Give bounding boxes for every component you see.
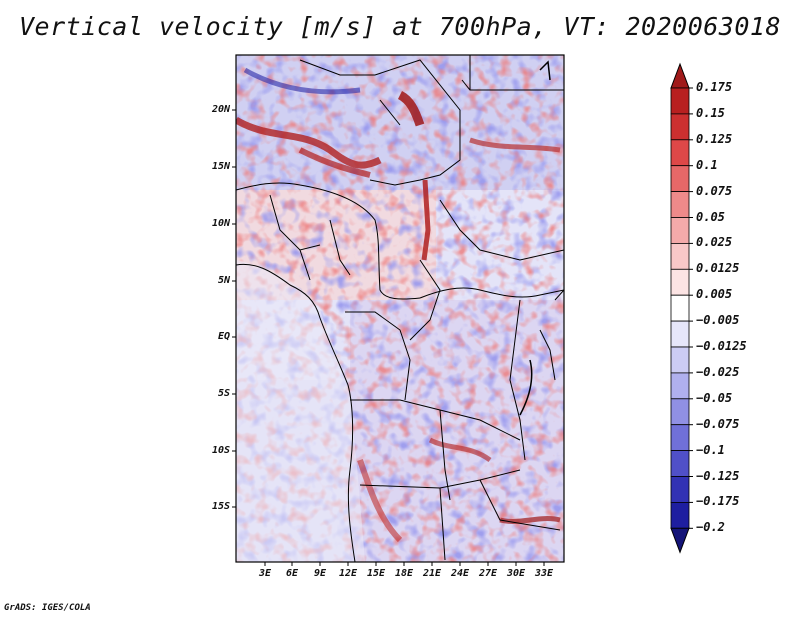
lon-label-33e: 33E	[534, 568, 554, 579]
colorbar-level-label: 0.025	[696, 235, 733, 250]
colorbar-level-label: −0.005	[696, 313, 740, 328]
colorbar-level-label: −0.125	[696, 468, 740, 483]
lon-label-24e: 24E	[450, 568, 470, 579]
colorbar-level-label: 0.15	[696, 105, 725, 120]
colorbar-level-label: −0.025	[696, 364, 740, 379]
colorbar-swatch	[670, 372, 690, 400]
colorbar-swatch	[670, 268, 690, 296]
footer-credit: GrADS: IGES/COLA	[4, 603, 91, 613]
colorbar-level-label: 0.075	[696, 183, 733, 198]
colorbar-swatch	[670, 165, 690, 192]
colorbar-level-label: −0.075	[696, 416, 740, 431]
map-ticks	[232, 109, 545, 566]
colorbar-swatch	[670, 139, 690, 167]
colorbar-swatch	[670, 113, 690, 141]
colorbar-arrow-top	[670, 62, 690, 89]
colorbar-swatch	[670, 294, 690, 322]
colorbar	[670, 62, 693, 554]
colorbar-level-label: 0.125	[696, 131, 733, 146]
colorbar-swatch	[670, 217, 690, 244]
lat-label-15n: 15N	[211, 161, 230, 172]
lon-label-3e: 3E	[258, 568, 272, 579]
lon-label-27e: 27E	[478, 568, 498, 579]
coastlines-and-borders	[236, 55, 564, 562]
colorbar-swatch	[670, 320, 690, 348]
lon-label-12e: 12E	[338, 568, 358, 579]
colorbar-level-label: −0.05	[696, 390, 733, 405]
field-shading	[236, 55, 564, 562]
colorbar-swatch	[670, 476, 690, 503]
lon-label-9e: 9E	[313, 568, 327, 579]
colorbar-swatch	[670, 191, 690, 218]
colorbar-level-label: 0.1	[696, 157, 718, 172]
lat-label-10n: 10N	[211, 218, 230, 229]
colorbar-level-label: 0.005	[696, 287, 733, 302]
colorbar-level-label: −0.1	[696, 442, 725, 457]
lat-label-eq: EQ	[217, 331, 230, 342]
colorbar-swatch	[670, 242, 690, 270]
lat-label-20n: 20N	[211, 104, 230, 115]
lon-label-15e: 15E	[366, 568, 386, 579]
colorbar-swatch	[670, 346, 690, 374]
colorbar-level-label: −0.0125	[696, 339, 747, 353]
colorbar-swatch	[670, 398, 690, 426]
colorbar-level-label: −0.175	[696, 494, 740, 509]
colorbar-swatch	[670, 87, 690, 115]
lat-label-15s: 15S	[211, 501, 230, 512]
map-frame	[235, 54, 565, 563]
lat-label-10s: 10S	[211, 445, 230, 456]
lat-label-5s: 5S	[217, 388, 230, 399]
lon-label-21e: 21E	[422, 568, 442, 579]
lon-label-18e: 18E	[394, 568, 414, 579]
chart-title: Vertical velocity [m/s] at 700hPa, VT: 2…	[18, 12, 781, 41]
colorbar-swatch	[670, 424, 690, 452]
colorbar-level-label: 0.175	[696, 80, 733, 94]
colorbar-swatch	[670, 450, 690, 477]
colorbar-arrow-bottom	[670, 527, 690, 554]
lat-label-5n: 5N	[217, 275, 230, 286]
colorbar-swatch	[670, 501, 690, 529]
colorbar-level-label: 0.0125	[696, 261, 740, 276]
lon-label-6e: 6E	[285, 568, 299, 579]
lon-label-30e: 30E	[506, 568, 526, 579]
colorbar-level-label: 0.05	[696, 209, 725, 224]
colorbar-level-label: −0.2	[696, 520, 725, 535]
